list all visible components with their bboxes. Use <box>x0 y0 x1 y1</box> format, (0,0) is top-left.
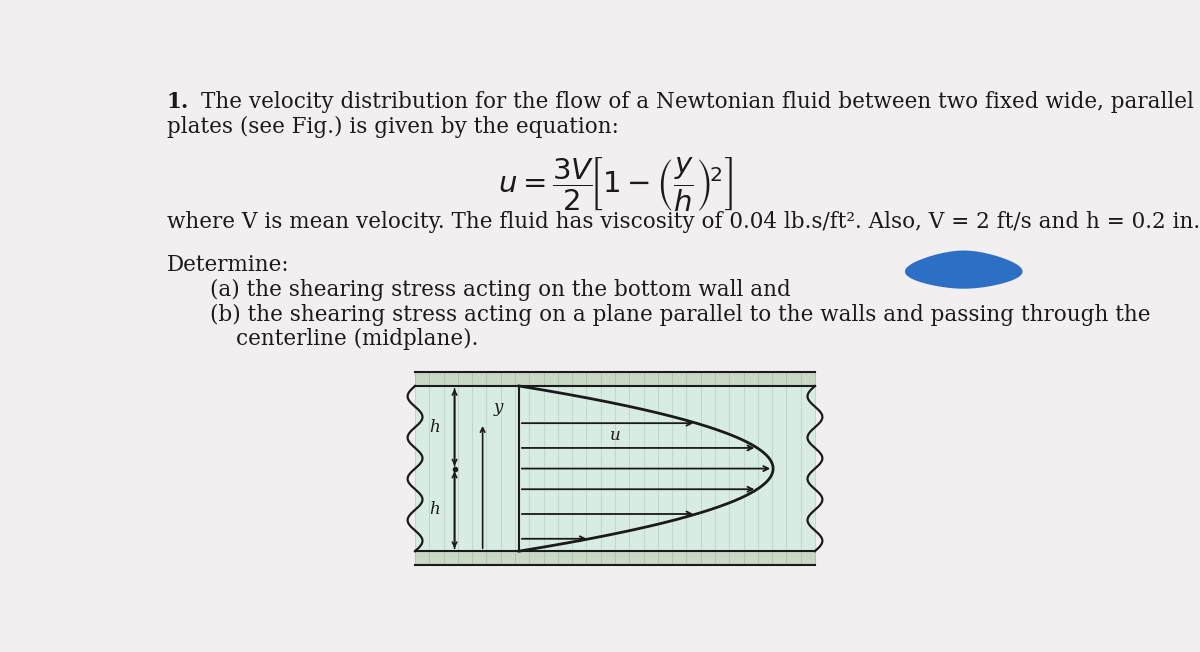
Text: (a) the shearing stress acting on the bottom wall and: (a) the shearing stress acting on the bo… <box>210 279 791 301</box>
Text: (b) the shearing stress acting on a plane parallel to the walls and passing thro: (b) the shearing stress acting on a plan… <box>210 304 1151 326</box>
Text: centerline (midplane).: centerline (midplane). <box>235 328 478 350</box>
Text: 1.: 1. <box>167 91 190 113</box>
Text: y: y <box>493 398 503 415</box>
Text: plates (see Fig.) is given by the equation:: plates (see Fig.) is given by the equati… <box>167 116 619 138</box>
Bar <box>415 372 815 565</box>
Polygon shape <box>905 250 1022 289</box>
Text: h: h <box>428 419 439 436</box>
Text: where V is mean velocity. The fluid has viscosity of 0.04 lb.s/ft². Also, V = 2 : where V is mean velocity. The fluid has … <box>167 211 1200 233</box>
Text: u: u <box>610 427 620 444</box>
Text: Determine:: Determine: <box>167 254 289 276</box>
Bar <box>415 372 815 386</box>
Text: h: h <box>428 501 439 518</box>
Text: The velocity distribution for the flow of a Newtonian fluid between two fixed wi: The velocity distribution for the flow o… <box>202 91 1194 113</box>
Text: $u = \dfrac{3V}{2}\!\left[1 - \left(\dfrac{y}{h}\right)^{\!2}\right]$: $u = \dfrac{3V}{2}\!\left[1 - \left(\dfr… <box>498 156 732 214</box>
Bar <box>415 551 815 565</box>
